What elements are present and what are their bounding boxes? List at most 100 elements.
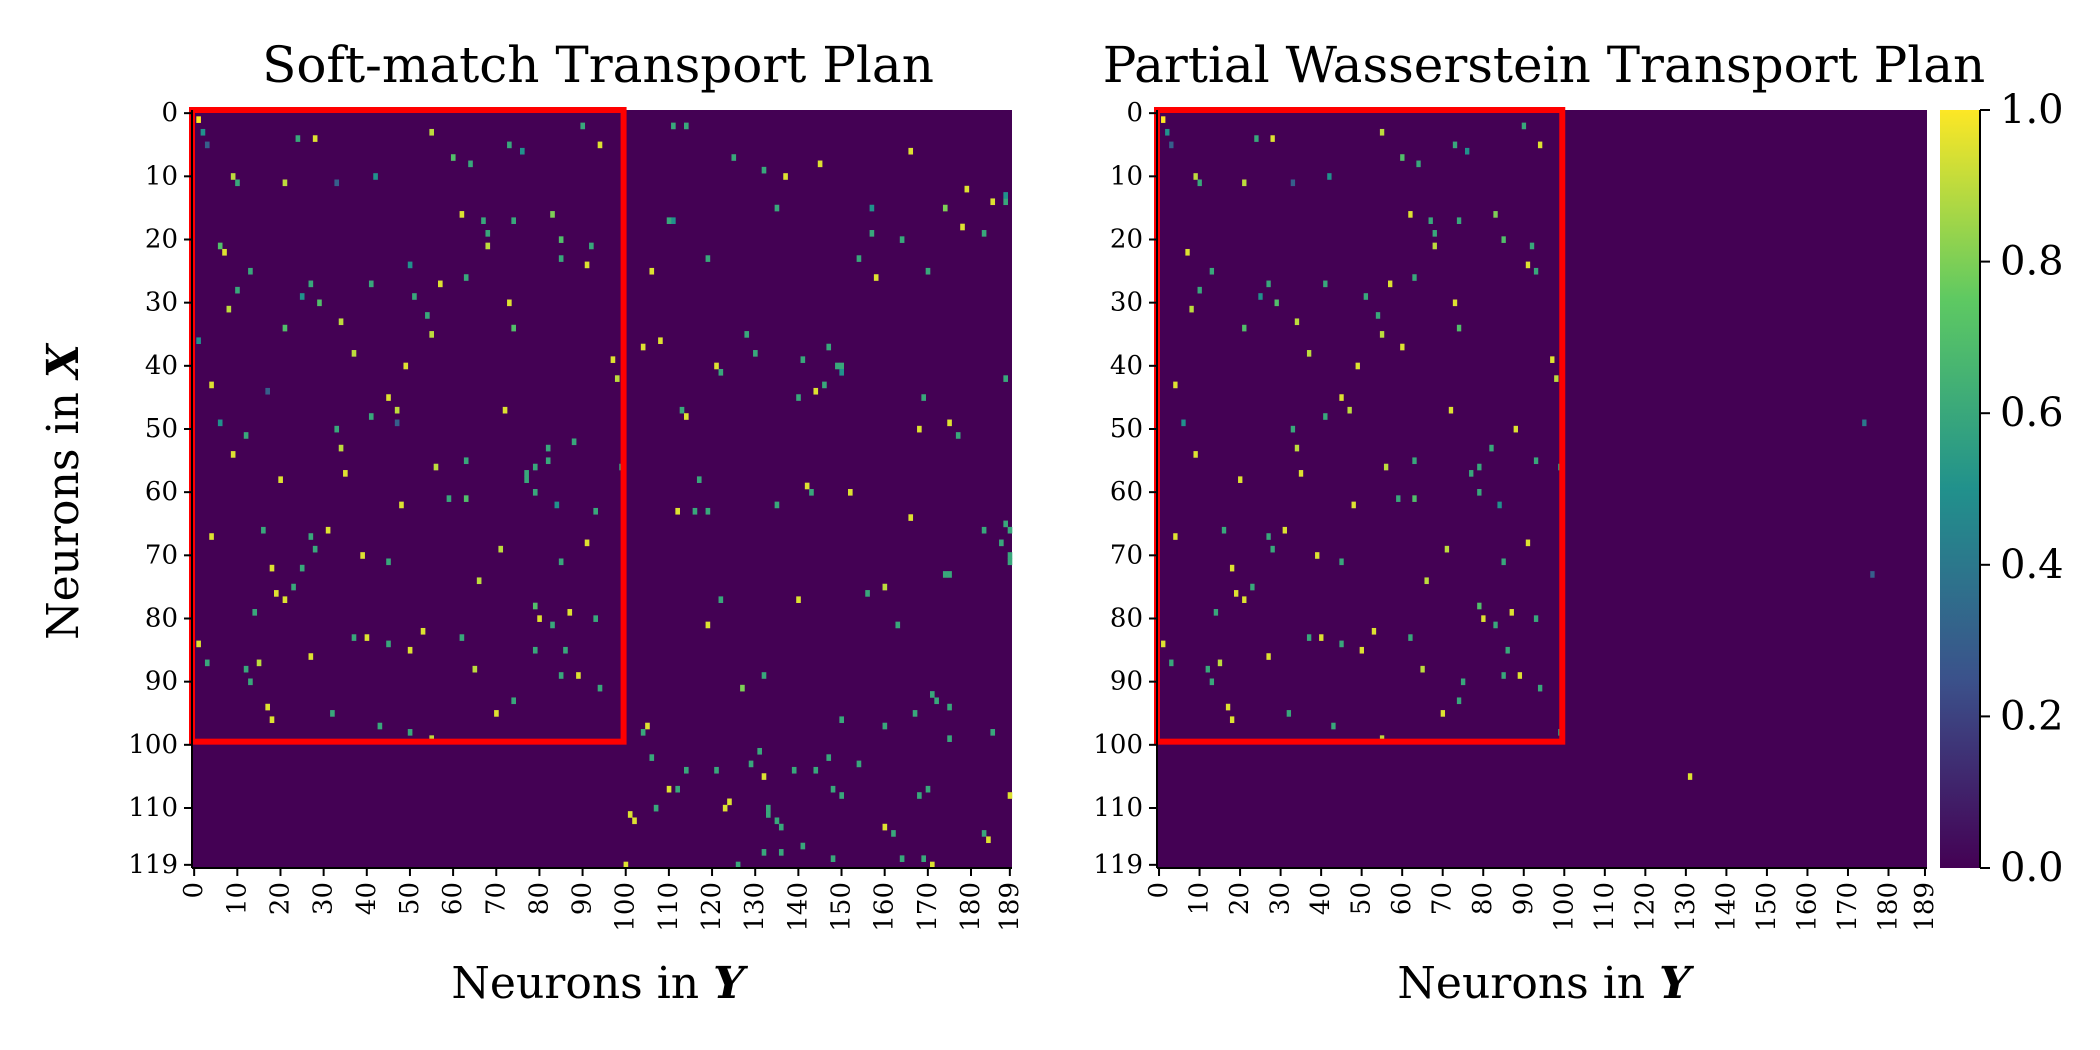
y-tick-label: 80 bbox=[1110, 603, 1143, 633]
heatmap-cell bbox=[731, 154, 737, 161]
heatmap-cell bbox=[351, 350, 357, 357]
heatmap-cell bbox=[1250, 583, 1255, 591]
heatmap-cell bbox=[1416, 160, 1421, 168]
y-tick-label: 100 bbox=[128, 730, 178, 760]
heatmap-cell bbox=[429, 128, 434, 136]
heatmap-cell bbox=[312, 135, 318, 142]
heatmap-cell bbox=[1501, 672, 1506, 679]
heatmap-cell bbox=[196, 116, 201, 123]
x-tick-label: 140 bbox=[1711, 882, 1741, 932]
heatmap-cell bbox=[800, 842, 806, 850]
y-tick-label: 110 bbox=[1093, 793, 1143, 823]
y-tick-label: 119 bbox=[1093, 850, 1143, 880]
heatmap-cell bbox=[1323, 413, 1328, 420]
heatmap-cell bbox=[1217, 659, 1223, 667]
heatmap-cell bbox=[748, 760, 754, 768]
heatmap-cell bbox=[826, 754, 832, 761]
heatmap-cell bbox=[1242, 179, 1247, 187]
heatmap-cell bbox=[235, 179, 240, 187]
x-axis-label-text: Neurons in bbox=[1397, 958, 1645, 1009]
heatmap-cell bbox=[235, 286, 240, 294]
heatmap-cell bbox=[917, 425, 922, 433]
heatmap-cell bbox=[217, 242, 223, 250]
heatmap-cell bbox=[1331, 722, 1336, 730]
heatmap-cell bbox=[925, 267, 931, 275]
heatmap-cell bbox=[589, 242, 594, 250]
heatmap-cell bbox=[502, 406, 508, 414]
chart-title: Soft-match Transport Plan bbox=[262, 36, 934, 94]
y-tick-label: 70 bbox=[145, 540, 178, 570]
heatmap-cell bbox=[1339, 394, 1344, 401]
heatmap-cell bbox=[209, 381, 214, 389]
heatmap-cell bbox=[766, 804, 771, 812]
heatmap-cell bbox=[1306, 350, 1312, 357]
heatmap-cell bbox=[550, 621, 555, 629]
heatmap-cell bbox=[1379, 331, 1385, 338]
heatmap-cell bbox=[822, 381, 827, 389]
colorbar: 0.0 0.2 0.4 0.6 0.8 1.0 bbox=[1940, 87, 2064, 891]
heatmap-cell bbox=[1169, 659, 1174, 667]
x-tick-label: 50 bbox=[1347, 882, 1377, 915]
heatmap-cell bbox=[1412, 457, 1417, 465]
x-tick-label: 130 bbox=[740, 882, 770, 932]
x-tick-label: 20 bbox=[266, 882, 296, 915]
x-tick-label: 10 bbox=[1185, 882, 1215, 915]
x-tick-label: 50 bbox=[395, 882, 425, 915]
heatmap-cell bbox=[386, 558, 391, 566]
heatmap-cell bbox=[1359, 646, 1364, 654]
heatmap-cell bbox=[1428, 217, 1433, 224]
heatmap-cell bbox=[1266, 533, 1271, 540]
heatmap-cell bbox=[1165, 128, 1170, 136]
heatmap-cell bbox=[1209, 678, 1215, 686]
colorbar-tick-label: 0.6 bbox=[2000, 390, 2064, 436]
heatmap-cell bbox=[1347, 406, 1352, 414]
heatmap-cell bbox=[481, 217, 486, 224]
heatmap-cell bbox=[705, 507, 711, 515]
y-tick-label: 30 bbox=[145, 288, 178, 318]
heatmap-cell bbox=[899, 236, 905, 243]
colorbar-tick-label: 0.0 bbox=[2000, 845, 2064, 891]
heatmap-cell bbox=[338, 444, 344, 452]
heatmap-cell bbox=[791, 766, 797, 774]
heatmap-cell bbox=[248, 678, 253, 686]
heatmap-cell bbox=[1537, 141, 1543, 149]
heatmap-cell bbox=[593, 615, 598, 622]
heatmap-cell bbox=[1379, 128, 1385, 136]
heatmap-cell bbox=[964, 185, 970, 193]
heatmap-cell bbox=[558, 236, 564, 243]
heatmap-cell bbox=[343, 470, 348, 477]
heatmap-cell bbox=[1221, 526, 1227, 534]
heatmap-cell bbox=[446, 495, 452, 502]
heatmap-cell bbox=[990, 729, 996, 736]
heatmap-cell bbox=[882, 583, 888, 591]
heatmap-cell bbox=[1870, 571, 1875, 578]
heatmap-cells bbox=[1161, 116, 1875, 780]
heatmap-cell bbox=[576, 672, 581, 679]
heatmap-cell bbox=[1465, 147, 1470, 155]
heatmap-cells bbox=[196, 116, 1013, 869]
heatmap-cell bbox=[1862, 419, 1867, 427]
heatmap-cell bbox=[1379, 735, 1385, 742]
colorbar-tick-label: 1.0 bbox=[2000, 87, 2064, 133]
heatmap-cell bbox=[230, 451, 236, 458]
heatmap-cell bbox=[899, 855, 905, 862]
x-axis-label-text: Neurons in bbox=[451, 958, 699, 1009]
heatmap-cell bbox=[403, 362, 409, 370]
heatmap-cell bbox=[1161, 640, 1166, 648]
y-tick-label: 10 bbox=[145, 161, 178, 191]
heatmap-cell bbox=[873, 274, 879, 281]
y-tick-labels: 0 10 20 30 40 50 60 70 80 90 100 110 119 bbox=[128, 98, 192, 880]
heatmap-cell bbox=[377, 722, 383, 730]
heatmap-cell bbox=[545, 444, 551, 452]
heatmap-cell bbox=[386, 640, 391, 648]
heatmap-cell bbox=[684, 122, 689, 130]
heatmap-cell bbox=[1238, 476, 1243, 483]
x-tick-label: 110 bbox=[654, 882, 684, 932]
heatmap-cell bbox=[891, 830, 896, 837]
heatmap-cell bbox=[558, 255, 564, 262]
heatmap-cell bbox=[649, 267, 655, 275]
x-tick-label: 150 bbox=[827, 882, 857, 932]
heatmap-cell bbox=[1213, 609, 1219, 616]
heatmap-cell bbox=[981, 830, 987, 837]
heatmap-cell bbox=[1687, 773, 1693, 780]
